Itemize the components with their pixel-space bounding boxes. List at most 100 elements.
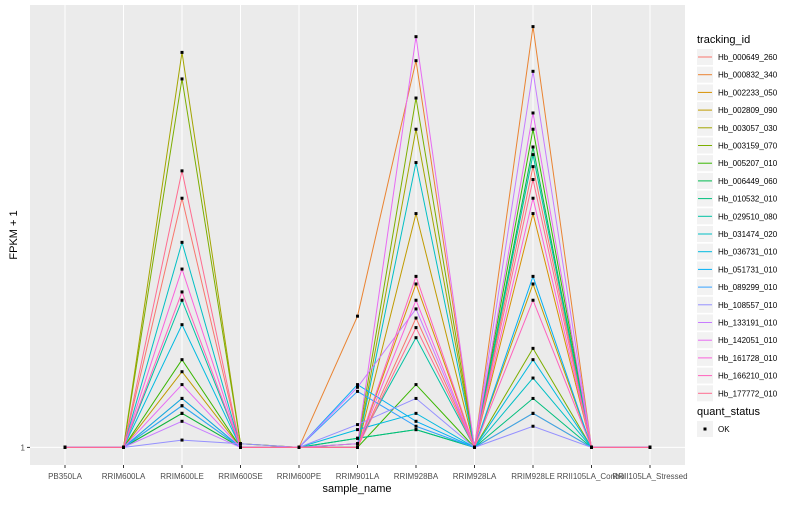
data-point: [414, 282, 418, 286]
legend-label: Hb_036731_010: [718, 248, 778, 257]
legend-label: Hb_142051_010: [718, 336, 778, 345]
legend-label: Hb_177772_010: [718, 389, 778, 398]
data-point: [180, 404, 184, 408]
legend-label: Hb_029510_080: [718, 212, 778, 221]
legend-label: Hb_002233_050: [718, 88, 778, 97]
data-point: [414, 212, 418, 216]
legend-label: Hb_005207_010: [718, 159, 778, 168]
data-point: [180, 411, 184, 415]
legend-title: tracking_id: [697, 34, 750, 46]
data-point: [414, 127, 418, 131]
data-point: [531, 153, 535, 157]
data-point: [531, 111, 535, 115]
data-point: [531, 145, 535, 149]
data-point: [180, 196, 184, 200]
x-tick-label: RRIM901LA: [336, 472, 380, 481]
data-point: [531, 25, 535, 29]
data-point: [414, 316, 418, 320]
data-point: [414, 424, 418, 428]
data-point: [414, 161, 418, 165]
x-axis-title: sample_name: [322, 483, 391, 495]
legend-label: Hb_161728_010: [718, 354, 778, 363]
data-point: [63, 445, 67, 449]
legend-label: Hb_133191_010: [718, 319, 778, 328]
legend-label: Hb_006449_060: [718, 177, 778, 186]
x-tick-label: RRIM928BA: [394, 472, 439, 481]
data-point: [356, 314, 359, 318]
data-point: [473, 445, 476, 449]
data-point: [122, 445, 125, 449]
data-point: [414, 383, 418, 387]
data-point: [297, 445, 301, 449]
legend-label: Hb_089299_010: [718, 283, 778, 292]
data-point: [356, 442, 359, 446]
legend-label: Hb_002809_090: [718, 106, 778, 115]
legend-label: Hb_003159_070: [718, 142, 778, 151]
data-point: [414, 35, 418, 39]
x-tick-label: RRIM928LE: [511, 472, 555, 481]
data-point: [414, 428, 418, 432]
data-point: [531, 376, 535, 380]
legend-title: quant_status: [697, 406, 760, 418]
data-point: [356, 436, 359, 440]
data-point: [531, 69, 535, 73]
data-point: [180, 419, 184, 423]
x-tick-label: RRIM600LE: [160, 472, 204, 481]
legend-label: Hb_003057_030: [718, 124, 778, 133]
data-point: [356, 385, 359, 389]
legend-label: Hb_000649_260: [718, 53, 778, 62]
legend-label: Hb_000832_340: [718, 71, 778, 80]
data-point: [531, 196, 535, 200]
data-point: [531, 396, 535, 400]
data-point: [531, 212, 535, 216]
legend-label: Hb_010532_010: [718, 195, 778, 204]
data-point: [531, 165, 535, 169]
x-tick-label: RRIM600SE: [218, 472, 262, 481]
data-point: [356, 428, 359, 432]
data-point: [239, 442, 242, 446]
data-point: [356, 445, 359, 449]
data-point: [180, 169, 184, 173]
data-point: [531, 282, 535, 286]
legend-label: Hb_108557_010: [718, 301, 778, 310]
data-point: [531, 298, 535, 302]
data-point: [648, 445, 652, 449]
data-point: [414, 59, 418, 63]
data-point: [531, 274, 535, 278]
data-point: [180, 290, 184, 294]
data-point: [180, 267, 184, 271]
data-point: [180, 370, 184, 374]
data-point: [180, 358, 184, 362]
data-point: [180, 323, 184, 327]
data-point: [180, 50, 184, 54]
data-point: [180, 298, 184, 302]
legend-label: OK: [718, 425, 730, 434]
data-point: [414, 411, 418, 415]
data-point: [531, 424, 535, 428]
data-point: [590, 445, 593, 449]
y-axis-title: FPKM + 1: [8, 210, 20, 259]
data-point: [356, 383, 359, 387]
x-tick-label: RRII105LA_Stressed: [612, 472, 687, 481]
x-tick-label: RRIM600LA: [102, 472, 146, 481]
data-point: [239, 445, 242, 449]
data-point: [414, 326, 418, 330]
data-point: [414, 96, 418, 100]
legend-swatch: [703, 427, 707, 431]
data-point: [414, 274, 418, 278]
data-point: [180, 77, 184, 81]
data-point: [414, 298, 418, 302]
data-point: [414, 336, 418, 340]
data-point: [531, 358, 535, 362]
data-point: [180, 396, 184, 400]
data-point: [414, 419, 418, 423]
x-tick-label: PB350LA: [48, 472, 82, 481]
x-tick-label: RRIM928LA: [453, 472, 497, 481]
data-point: [414, 396, 418, 400]
x-tick-label: RRIM600PE: [277, 472, 321, 481]
legend-label: Hb_031474_020: [718, 230, 778, 239]
data-point: [180, 438, 184, 442]
x-tick-label: RRII105LA_Control: [557, 472, 627, 481]
legend-label: Hb_166210_010: [718, 372, 778, 381]
